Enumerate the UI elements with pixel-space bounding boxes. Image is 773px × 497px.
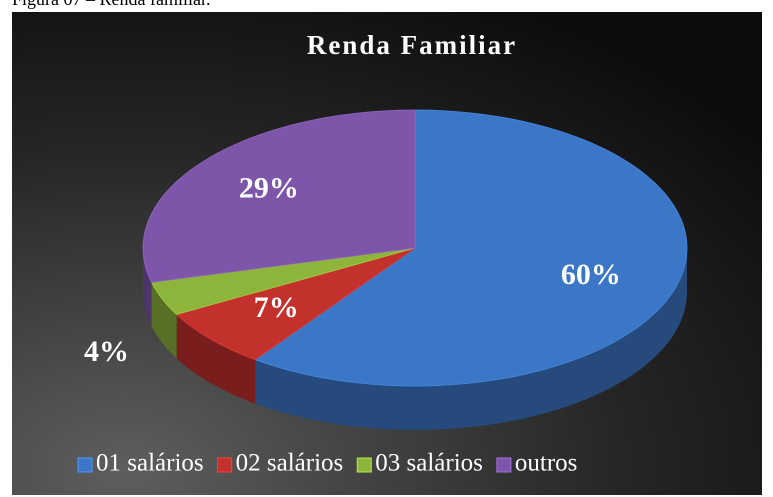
legend-label: outros — [515, 450, 578, 477]
legend-swatch — [217, 457, 233, 473]
data-label: 29% — [239, 171, 299, 204]
figure-caption: Figura 07 – Renda familiar. — [12, 0, 210, 10]
slice-side — [255, 248, 687, 430]
data-label: 60% — [561, 258, 621, 291]
slice — [254, 109, 688, 387]
legend-swatch — [356, 457, 372, 473]
chart-title: Renda Familiar — [307, 30, 517, 60]
legend-label: 02 salários — [236, 450, 344, 477]
legend-swatch — [496, 457, 512, 473]
legend-swatch — [77, 457, 93, 473]
slice-side — [176, 314, 256, 404]
slice-side — [151, 282, 177, 359]
slice — [150, 247, 416, 315]
legend-label: 03 salários — [375, 450, 483, 477]
slice — [142, 109, 416, 283]
legend-label: 01 salários — [96, 450, 204, 477]
data-label: 7% — [254, 291, 299, 324]
slice-side — [143, 248, 152, 327]
data-label: 4% — [84, 335, 129, 368]
slice — [175, 247, 416, 361]
